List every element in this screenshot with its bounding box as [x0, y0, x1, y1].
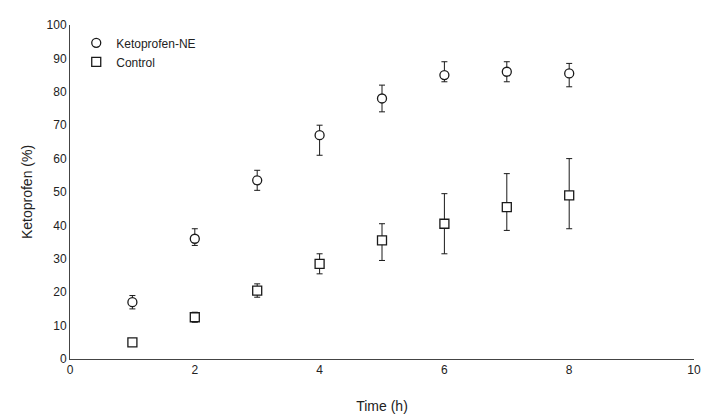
svg-text:0: 0 [60, 352, 67, 366]
svg-text:10: 10 [687, 363, 701, 377]
svg-text:4: 4 [316, 363, 323, 377]
svg-text:70: 70 [53, 118, 67, 132]
svg-text:80: 80 [53, 85, 67, 99]
svg-text:50: 50 [53, 185, 67, 199]
svg-text:90: 90 [53, 52, 67, 66]
svg-text:10: 10 [53, 319, 67, 333]
svg-text:30: 30 [53, 252, 67, 266]
svg-text:20: 20 [53, 285, 67, 299]
svg-text:40: 40 [53, 219, 67, 233]
svg-text:100: 100 [47, 18, 67, 32]
svg-text:Control: Control [116, 56, 155, 70]
svg-text:60: 60 [53, 152, 67, 166]
svg-text:0: 0 [67, 363, 74, 377]
svg-text:2: 2 [191, 363, 198, 377]
svg-text:Ketoprofen (%): Ketoprofen (%) [19, 145, 35, 239]
svg-text:Time (h): Time (h) [356, 398, 408, 414]
svg-text:6: 6 [441, 363, 448, 377]
svg-text:Ketoprofen-NE: Ketoprofen-NE [116, 37, 195, 51]
svg-text:8: 8 [566, 363, 573, 377]
